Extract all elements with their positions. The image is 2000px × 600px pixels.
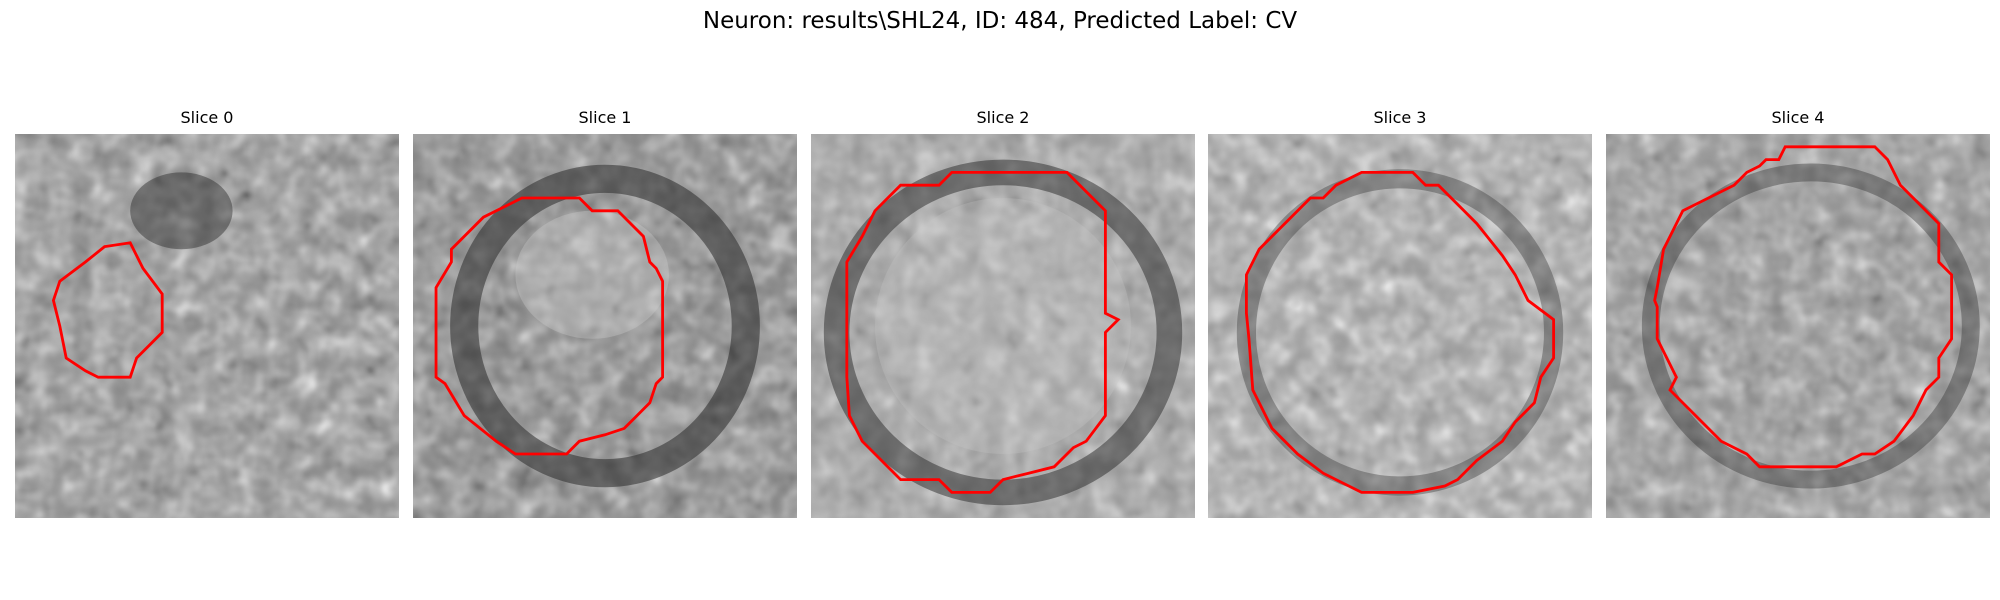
slice-title-1: Slice 1 <box>578 108 632 127</box>
slice-dark-region-0 <box>130 172 233 250</box>
slice-noise-4 <box>1606 134 1990 518</box>
slice-image-2 <box>811 134 1195 518</box>
slice-image-3 <box>1208 134 1592 518</box>
slice-title-0: Slice 0 <box>180 108 234 127</box>
slice-panel-4: Slice 4 <box>1606 108 1990 520</box>
slice-image-4 <box>1606 134 1990 518</box>
slice-panel-2: Slice 2 <box>811 108 1195 520</box>
slice-panel-1: Slice 1 <box>413 108 797 520</box>
slice-contour-0 <box>51 241 164 379</box>
slice-membrane-1 <box>450 164 760 488</box>
slice-panel-3: Slice 3 <box>1208 108 1592 520</box>
slice-title-3: Slice 3 <box>1373 108 1427 127</box>
slice-bright-region-1 <box>515 210 669 339</box>
slice-panel-0: Slice 0 <box>15 108 399 520</box>
slice-image-0 <box>15 134 399 518</box>
slice-image-1 <box>413 134 797 518</box>
slice-contour-1 <box>434 196 665 456</box>
slice-noise-3 <box>1208 134 1592 518</box>
slice-membrane-4 <box>1641 163 1980 489</box>
slice-title-2: Slice 2 <box>976 108 1030 127</box>
slice-bright-region-2 <box>875 198 1131 454</box>
slice-contour-3 <box>1244 170 1556 494</box>
slice-title-4: Slice 4 <box>1771 108 1825 127</box>
slice-contour-4 <box>1653 145 1954 469</box>
figure-title: Neuron: results\SHL24, ID: 484, Predicte… <box>702 8 1298 34</box>
slice-contour-2 <box>845 170 1121 494</box>
slice-noise-0 <box>15 134 399 518</box>
